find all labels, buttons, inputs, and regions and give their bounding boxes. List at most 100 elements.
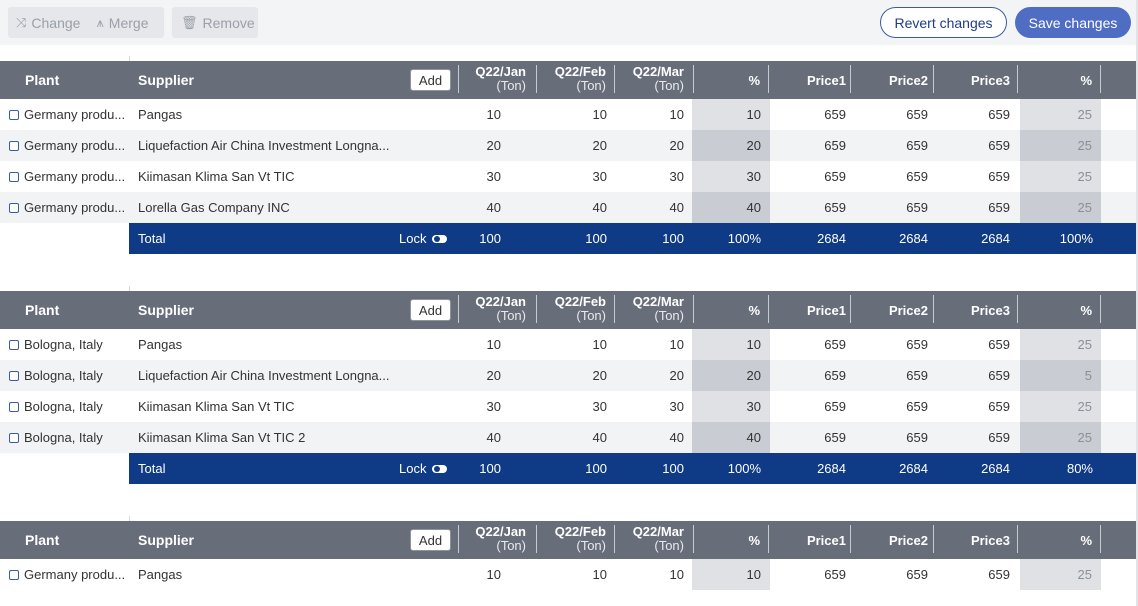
percent2-cell[interactable]: 25 [1077, 430, 1092, 445]
price1-cell[interactable]: 659 [824, 337, 846, 352]
q22-jan-cell[interactable]: 20 [486, 138, 501, 153]
q22-feb-cell[interactable]: 40 [592, 430, 607, 445]
q22-jan-cell[interactable]: 30 [486, 399, 501, 414]
row-checkbox[interactable] [9, 370, 19, 381]
remove-button[interactable]: 🗑 Remove [172, 7, 258, 38]
row-checkbox[interactable] [9, 569, 19, 580]
q22-jan-cell[interactable]: 40 [486, 430, 501, 445]
price1-cell[interactable]: 659 [824, 368, 846, 383]
price2-cell[interactable]: 659 [906, 169, 928, 184]
q22-feb-cell[interactable]: 30 [592, 169, 607, 184]
add-button[interactable]: Add [410, 69, 451, 91]
q22-feb-cell[interactable]: 30 [592, 399, 607, 414]
price1-cell[interactable]: 659 [824, 200, 846, 215]
price2-cell[interactable]: 659 [906, 138, 928, 153]
price1-cell[interactable]: 659 [824, 169, 846, 184]
add-button[interactable]: Add [410, 299, 451, 321]
q22-feb-cell[interactable]: 40 [592, 200, 607, 215]
q22-mar-cell[interactable]: 30 [669, 399, 684, 414]
q22-mar-cell[interactable]: 20 [669, 138, 684, 153]
percent-cell[interactable]: 40 [746, 430, 761, 445]
price1-cell[interactable]: 659 [824, 138, 846, 153]
table-row[interactable]: Germany produ... Pangas 10 10 10 10 659 659 659 2… [0, 559, 1138, 590]
change-button[interactable]: ⤨ Change [16, 15, 80, 31]
q22-mar-cell[interactable]: 20 [669, 368, 684, 383]
q22-mar-cell[interactable]: 30 [669, 169, 684, 184]
percent-cell[interactable]: 10 [746, 337, 761, 352]
price2-cell[interactable]: 659 [906, 368, 928, 383]
merge-button[interactable]: ⩚ Merge [96, 15, 148, 31]
lock-toggle[interactable]: Lock [399, 223, 448, 254]
table-row[interactable]: Bologna, Italy Liquefaction Air China Inv… [0, 360, 1138, 391]
q22-jan-cell[interactable]: 20 [486, 368, 501, 383]
price1-cell[interactable]: 659 [824, 107, 846, 122]
percent-cell[interactable]: 10 [746, 107, 761, 122]
q22-mar-cell[interactable]: 40 [669, 430, 684, 445]
q22-feb-cell[interactable]: 20 [592, 138, 607, 153]
table-row[interactable]: Germany produ... Kiimasan Klima San Vt TI… [0, 161, 1138, 192]
q22-feb-cell[interactable]: 10 [592, 337, 607, 352]
price1-cell[interactable]: 659 [824, 567, 846, 582]
percent2-cell[interactable]: 25 [1077, 200, 1092, 215]
percent2-cell[interactable]: 25 [1077, 107, 1092, 122]
q22-jan-cell[interactable]: 40 [486, 200, 501, 215]
price3-cell[interactable]: 659 [988, 200, 1010, 215]
price3-cell[interactable]: 659 [988, 368, 1010, 383]
table-row[interactable]: Bologna, Italy Kiimasan Klima San Vt TIC 3… [0, 391, 1138, 422]
percent-cell[interactable]: 30 [746, 399, 761, 414]
table-row[interactable]: Germany produ... Pangas 10 10 10 10 659 659 659 2… [0, 99, 1138, 130]
percent2-cell[interactable]: 25 [1077, 169, 1092, 184]
scrollbar[interactable] [1136, 0, 1138, 606]
percent-cell[interactable]: 20 [746, 138, 761, 153]
q22-jan-cell[interactable]: 10 [486, 337, 501, 352]
q22-mar-cell[interactable]: 40 [669, 200, 684, 215]
price1-cell[interactable]: 659 [824, 430, 846, 445]
row-checkbox[interactable] [9, 432, 19, 443]
q22-mar-cell[interactable]: 10 [669, 567, 684, 582]
row-checkbox[interactable] [9, 140, 19, 151]
price2-cell[interactable]: 659 [906, 430, 928, 445]
price3-cell[interactable]: 659 [988, 107, 1010, 122]
price3-cell[interactable]: 659 [988, 399, 1010, 414]
row-checkbox[interactable] [9, 339, 19, 350]
percent-cell[interactable]: 40 [746, 200, 761, 215]
table-row[interactable]: Germany produ... Lorella Gas Company INC 4… [0, 192, 1138, 223]
q22-feb-cell[interactable]: 10 [592, 107, 607, 122]
table-row[interactable]: Germany produ... Liquefaction Air China I… [0, 130, 1138, 161]
percent-cell[interactable]: 10 [746, 567, 761, 582]
price1-cell[interactable]: 659 [824, 399, 846, 414]
q22-feb-cell[interactable]: 20 [592, 368, 607, 383]
percent2-cell[interactable]: 25 [1077, 399, 1092, 414]
q22-mar-cell[interactable]: 10 [669, 107, 684, 122]
lock-toggle[interactable]: Lock [399, 453, 448, 484]
save-changes-button[interactable]: Save changes [1015, 7, 1131, 38]
price3-cell[interactable]: 659 [988, 430, 1010, 445]
price2-cell[interactable]: 659 [906, 200, 928, 215]
price2-cell[interactable]: 659 [906, 567, 928, 582]
row-checkbox[interactable] [9, 109, 19, 120]
price3-cell[interactable]: 659 [988, 567, 1010, 582]
percent2-cell[interactable]: 25 [1077, 337, 1092, 352]
q22-feb-cell[interactable]: 10 [592, 567, 607, 582]
row-checkbox[interactable] [9, 171, 19, 182]
toggle-icon[interactable] [432, 234, 448, 243]
price3-cell[interactable]: 659 [988, 169, 1010, 184]
percent-cell[interactable]: 30 [746, 169, 761, 184]
q22-jan-cell[interactable]: 10 [486, 567, 501, 582]
toggle-icon[interactable] [432, 464, 448, 473]
percent-cell[interactable]: 20 [746, 368, 761, 383]
price2-cell[interactable]: 659 [906, 107, 928, 122]
q22-jan-cell[interactable]: 30 [486, 169, 501, 184]
add-button[interactable]: Add [410, 529, 451, 551]
percent2-cell[interactable]: 5 [1084, 368, 1092, 383]
revert-changes-button[interactable]: Revert changes [880, 7, 1007, 38]
row-checkbox[interactable] [9, 202, 19, 213]
percent2-cell[interactable]: 25 [1077, 138, 1092, 153]
price2-cell[interactable]: 659 [906, 399, 928, 414]
price3-cell[interactable]: 659 [988, 337, 1010, 352]
table-row[interactable]: Bologna, Italy Kiimasan Klima San Vt TIC … [0, 422, 1138, 453]
q22-mar-cell[interactable]: 10 [669, 337, 684, 352]
price2-cell[interactable]: 659 [906, 337, 928, 352]
row-checkbox[interactable] [9, 401, 19, 412]
price3-cell[interactable]: 659 [988, 138, 1010, 153]
